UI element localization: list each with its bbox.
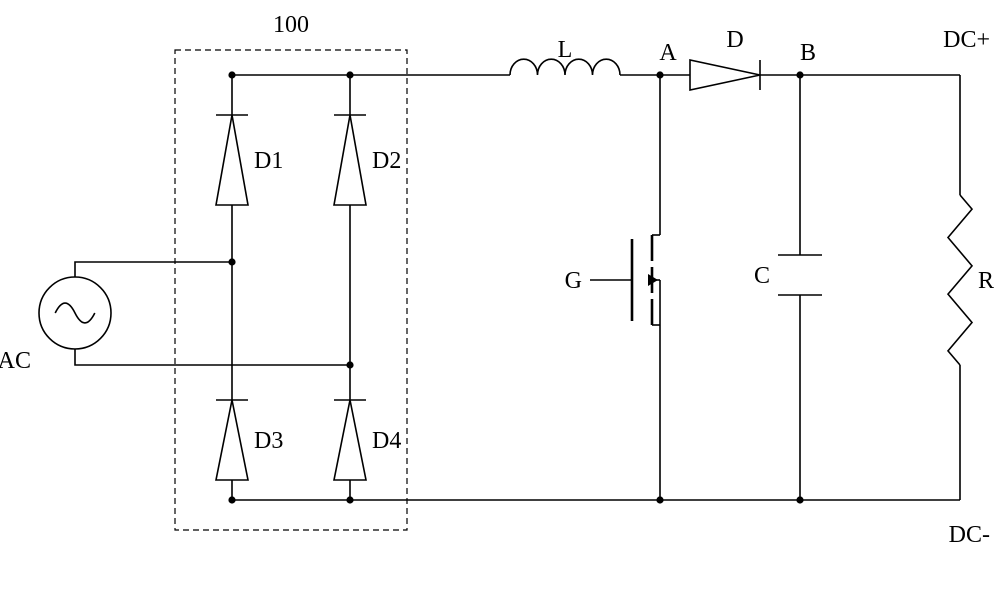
node-a-label: A: [659, 40, 677, 66]
wire-network: [75, 75, 960, 500]
d3-label: D3: [254, 428, 283, 454]
gate-label: G: [565, 268, 582, 294]
circuit-diagram: 100 AC D1 D2 D3 D4 L A D B DC+ DC- G C R: [0, 0, 1000, 607]
diode-d3-icon: [216, 400, 248, 480]
resistor-label: R: [978, 268, 994, 294]
ac-source-icon: [39, 277, 111, 349]
d2-label: D2: [372, 148, 401, 174]
diode-d2-icon: [334, 115, 366, 205]
resistor-icon: [948, 195, 972, 365]
boost-diode-label: D: [726, 27, 743, 53]
dc-plus-label: DC+: [943, 27, 990, 53]
mosfet-icon: [590, 235, 660, 325]
capacitor-icon: [778, 255, 822, 295]
d1-label: D1: [254, 148, 283, 174]
boost-diode-icon: [690, 60, 760, 90]
d4-label: D4: [372, 428, 401, 454]
block-label: 100: [273, 12, 309, 38]
inductor-label: L: [558, 37, 573, 63]
capacitor-label: C: [754, 263, 770, 289]
junction-dots: [228, 71, 803, 503]
diode-d4-icon: [334, 400, 366, 480]
node-b-label: B: [800, 40, 816, 66]
rectifier-box: [175, 50, 407, 530]
diode-d1-icon: [216, 115, 248, 205]
dc-minus-label: DC-: [949, 522, 990, 548]
ac-source-label: AC: [0, 348, 31, 374]
